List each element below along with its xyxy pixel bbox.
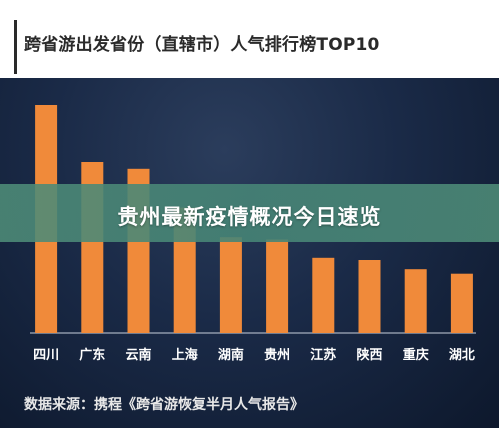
x-tick-label: 贵州 bbox=[264, 347, 290, 363]
bar-9 bbox=[450, 273, 473, 333]
x-tick-label: 陕西 bbox=[356, 347, 382, 363]
bar-4 bbox=[219, 237, 242, 333]
x-tick-label: 四川 bbox=[33, 348, 59, 363]
x-tick-label: 广东 bbox=[79, 347, 105, 363]
x-tick-label: 湖南 bbox=[218, 347, 244, 363]
x-tick-label: 重庆 bbox=[403, 347, 429, 363]
bar-8 bbox=[404, 269, 427, 333]
x-tick-label: 江苏 bbox=[310, 347, 336, 363]
header: 跨省游出发省份（直辖市）人气排行榜TOP10 bbox=[0, 0, 499, 78]
x-tick-label: 湖北 bbox=[449, 348, 475, 363]
x-tick-label: 上海 bbox=[172, 347, 198, 363]
bar-6 bbox=[312, 257, 335, 333]
x-tick-label: 云南 bbox=[125, 347, 151, 363]
bar-7 bbox=[358, 260, 381, 333]
bar-5 bbox=[266, 239, 289, 333]
headline-text: 贵州最新疫情概况今日速览 bbox=[117, 205, 382, 229]
header-accent-bar bbox=[14, 20, 17, 74]
source-note: 数据来源：携程《跨省游恢复半月人气报告》 bbox=[24, 397, 304, 413]
chart-title: 跨省游出发省份（直辖市）人气排行榜TOP10 bbox=[24, 35, 380, 55]
headline-banner: 贵州最新疫情概况今日速览 bbox=[0, 184, 499, 242]
